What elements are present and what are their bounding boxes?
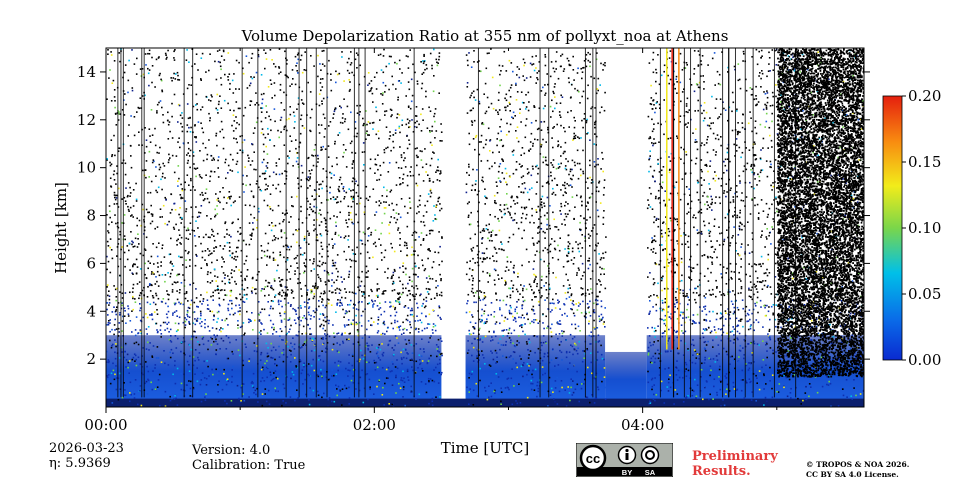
aerosol-layer xyxy=(605,351,647,407)
plot-frame xyxy=(105,47,865,408)
preliminary-results: Preliminary Results. xyxy=(692,449,778,479)
footer-date: 2026-03-23 xyxy=(49,441,124,456)
colorbar-tick-label: 0.15 xyxy=(908,153,941,171)
footer-eta: η: 5.9369 xyxy=(49,456,111,471)
signal-noise xyxy=(106,48,864,407)
y-tick-label: 14 xyxy=(77,63,96,81)
aerosol-layer xyxy=(465,335,606,407)
colorbar xyxy=(882,95,903,361)
y-tick-label: 12 xyxy=(77,111,96,129)
footer-version-block: Version: 4.0 Calibration: True xyxy=(192,443,305,473)
footer-date-block: 2026-03-23 η: 5.9369 xyxy=(49,441,124,471)
y-axis-label: Height [km] xyxy=(52,182,70,274)
heatmap-layer xyxy=(106,48,864,407)
footer-calibration: Calibration: True xyxy=(192,458,306,473)
footer-version: Version: 4.0 xyxy=(192,443,271,458)
x-tick-label: 02:00 xyxy=(353,416,396,434)
x-axis-label: Time [UTC] xyxy=(441,439,530,457)
colorbar-tick-label: 0.20 xyxy=(908,87,941,105)
chart-title: Volume Depolarization Ratio at 355 nm of… xyxy=(241,27,729,45)
aerosol-layer xyxy=(646,335,864,407)
x-tick-label: 00:00 xyxy=(84,416,127,434)
y-tick-label: 2 xyxy=(86,350,96,368)
y-tick-label: 10 xyxy=(77,159,96,177)
y-tick-label: 8 xyxy=(86,207,96,225)
colorbar-tick-label: 0.10 xyxy=(908,219,941,237)
colorbar-ticks: 0.00 0.05 0.10 0.15 0.20 xyxy=(902,87,941,369)
y-tick-label: 4 xyxy=(86,302,96,320)
cc-license-badge: cc BY SA xyxy=(576,443,673,477)
y-tick-label: 6 xyxy=(86,254,96,272)
copyright-notice: © TROPOS & NOA 2026. CC BY SA 4.0 Licens… xyxy=(806,460,910,479)
colorbar-tick-label: 0.05 xyxy=(908,285,941,303)
colorbar-tick-label: 0.00 xyxy=(908,351,941,369)
share-alike-icon xyxy=(640,445,660,465)
cc-icon xyxy=(579,444,607,472)
y-axis: 2 4 6 8 10 12 14 xyxy=(77,63,870,368)
x-tick-label: 04:00 xyxy=(621,416,664,434)
x-axis: 00:00 02:00 04:00 xyxy=(84,48,778,434)
surface-band xyxy=(106,398,864,407)
